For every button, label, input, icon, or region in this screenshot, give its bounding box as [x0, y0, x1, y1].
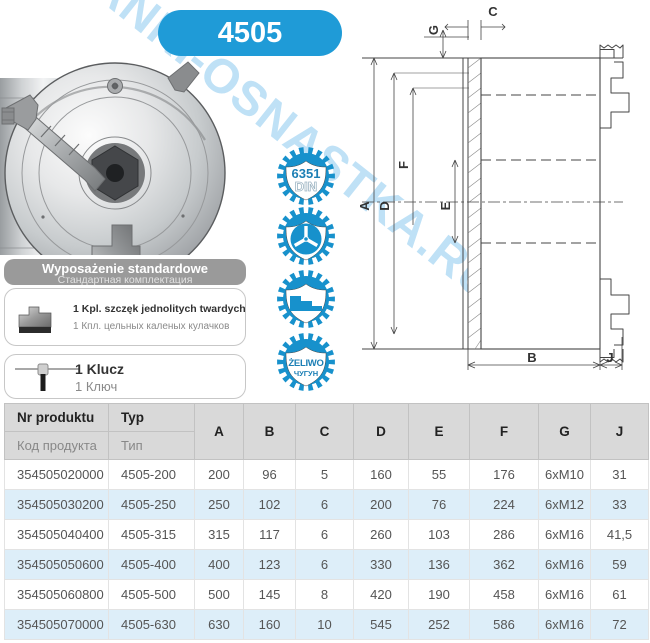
svg-text:ŻELIWO: ŻELIWO: [288, 358, 323, 369]
svg-text:ЧУГУН: ЧУГУН: [294, 369, 318, 378]
svg-text:DIN: DIN: [295, 179, 317, 194]
